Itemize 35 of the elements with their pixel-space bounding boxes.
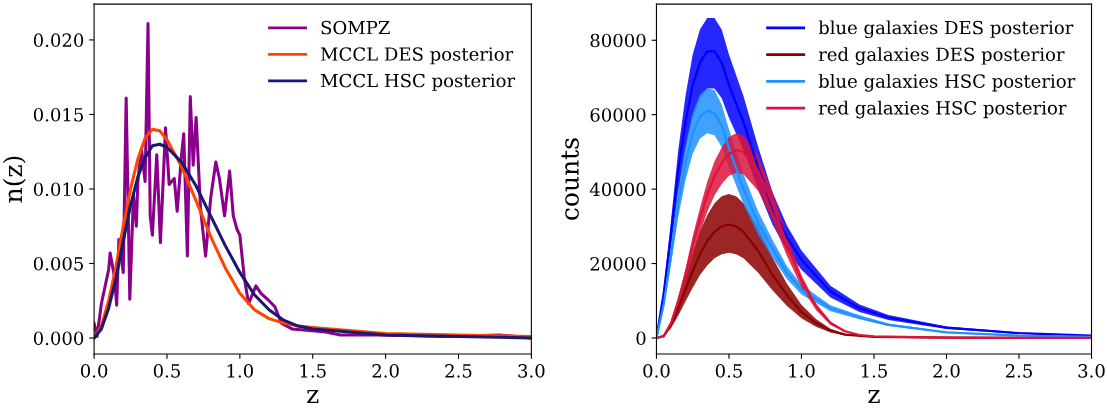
y-tick-label: 0: [636, 331, 646, 346]
x-axis-title: z: [307, 389, 319, 403]
x-tick-label: 0.5: [153, 364, 180, 378]
legend-label: red galaxies DES posterior: [818, 47, 1065, 65]
x-tick-label: 2.0: [933, 364, 960, 378]
y-axis-title: counts: [561, 138, 579, 220]
y-tick-label: 0.000: [33, 331, 84, 346]
x-tick-label: 0.5: [715, 364, 742, 378]
legend-label: blue galaxies HSC posterior: [818, 73, 1076, 92]
y-tick-label: 0.020: [33, 33, 84, 48]
y-tick-label: 0.010: [33, 182, 84, 197]
x-tick-label: 1.5: [861, 364, 887, 378]
legend-label: SOMPZ: [321, 20, 390, 35]
y-tick-label: 40000: [589, 182, 646, 197]
legend-label: MCCL HSC posterior: [320, 73, 516, 91]
legend-label: red galaxies HSC posterior: [818, 100, 1067, 119]
x-tick-label: 2.0: [372, 364, 399, 378]
y-tick-label: 80000: [590, 33, 646, 48]
x-tick-label: 1.0: [227, 364, 254, 378]
y-tick-label: 0.005: [33, 256, 83, 271]
x-tick-label: 1.5: [300, 364, 326, 378]
x-tick-label: 3.0: [518, 364, 545, 378]
x-tick-label: 2.5: [445, 364, 472, 378]
x-tick-label: 0.0: [643, 364, 670, 378]
x-tick-label: 1.0: [789, 364, 815, 378]
y-tick-label: 20000: [590, 256, 646, 271]
legend-label: MCCL DES posterior: [320, 47, 514, 65]
x-axis-title: z: [868, 389, 880, 403]
x-tick-label: 3.0: [1078, 364, 1105, 378]
x-tick-label: 0.0: [80, 364, 108, 378]
x-tick-label: 2.5: [1005, 364, 1032, 378]
y-tick-label: 60000: [590, 108, 646, 122]
y-axis-title: n(z): [2, 156, 26, 203]
legend-label: blue galaxies DES posterior: [818, 20, 1074, 39]
y-tick-label: 0.015: [33, 107, 83, 122]
